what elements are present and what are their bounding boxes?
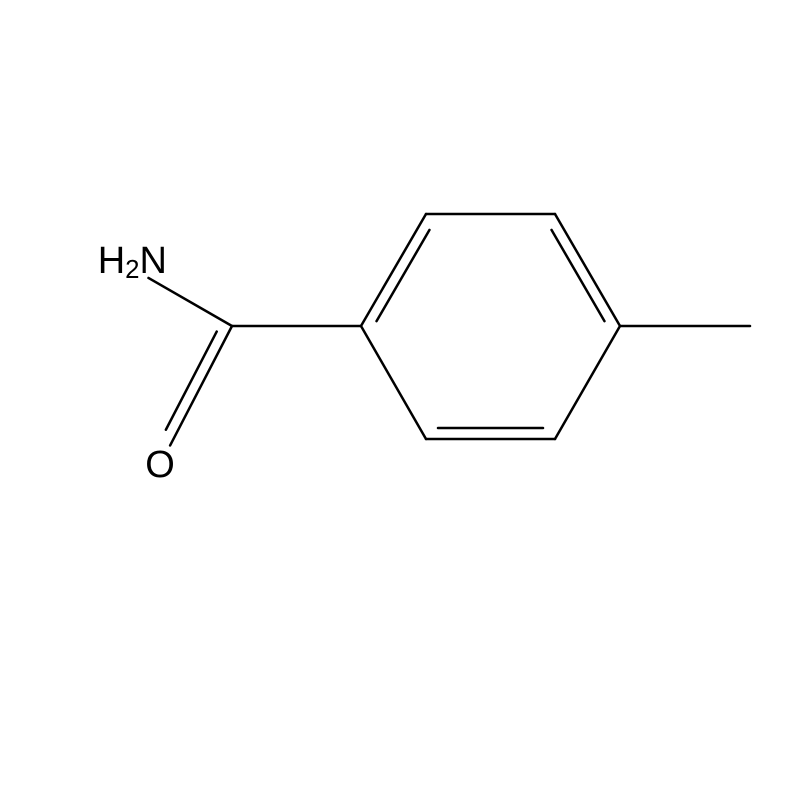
- bond: [555, 326, 620, 439]
- bond: [552, 230, 605, 321]
- atom-label: H2N: [98, 240, 167, 284]
- atom-label: O: [145, 444, 175, 486]
- bond: [377, 230, 430, 321]
- bond: [361, 326, 426, 439]
- bond: [166, 332, 217, 430]
- bond: [361, 214, 426, 326]
- bond: [148, 278, 232, 326]
- bond: [555, 214, 620, 326]
- bond: [170, 326, 232, 445]
- chemical-structure-diagram: H2N O: [0, 0, 800, 800]
